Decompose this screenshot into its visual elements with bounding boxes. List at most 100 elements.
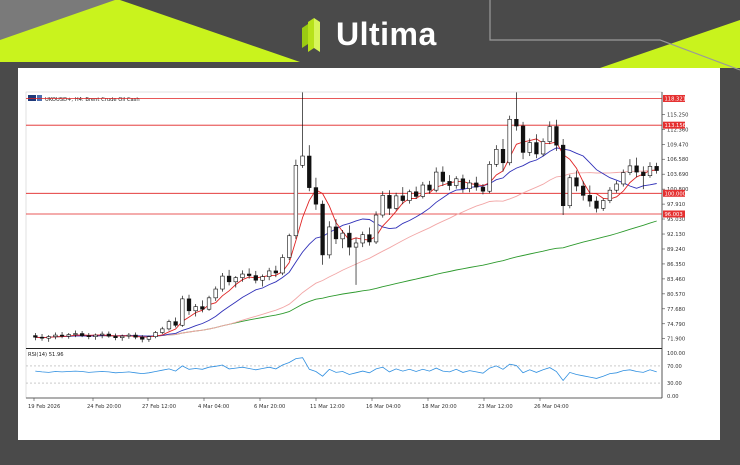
- candle-body: [594, 200, 599, 209]
- candle-body: [140, 336, 145, 340]
- ma-slow-line: [35, 220, 657, 339]
- candle-body: [601, 200, 606, 209]
- candle-body: [39, 336, 45, 339]
- candle-body: [327, 226, 332, 256]
- candle-body: [514, 118, 519, 127]
- x-tick-label: 4 Mar 04:00: [198, 404, 229, 410]
- y-tick-label: 77.680: [667, 307, 685, 313]
- candle-body: [166, 321, 172, 330]
- candle-body: [200, 306, 205, 310]
- candle-body: [333, 226, 339, 240]
- candle-body: [634, 165, 639, 173]
- candle-body: [414, 191, 419, 197]
- candle-body: [93, 334, 98, 337]
- x-tick-label: 6 Mar 20:00: [254, 404, 285, 410]
- candle-body: [427, 184, 432, 191]
- candle-body: [193, 306, 198, 312]
- candle-body: [353, 242, 359, 248]
- y-tick-label: 112.360: [667, 127, 688, 133]
- candle-body: [500, 149, 506, 164]
- candle-body: [340, 232, 345, 240]
- candle-body: [567, 177, 572, 207]
- candle-body: [79, 333, 85, 336]
- candle-body: [587, 195, 592, 202]
- level-badge: [663, 121, 685, 129]
- candle-body: [33, 335, 38, 338]
- candle-body: [133, 334, 138, 338]
- plot-border: [25, 91, 663, 399]
- candle-body: [280, 257, 285, 274]
- candle-body: [113, 335, 118, 338]
- candle-body: [373, 214, 379, 243]
- candle-body: [313, 187, 319, 205]
- price-chart[interactable]: UKOUSD+, H4: Brent Crude Oil Cash 115.250…: [18, 68, 720, 440]
- candle-body: [460, 178, 466, 189]
- candle-body: [160, 328, 165, 333]
- candle-body: [447, 181, 452, 186]
- candle-body: [347, 232, 352, 248]
- candle-body: [86, 335, 91, 337]
- level-badge: [663, 210, 685, 218]
- candle-body: [474, 182, 479, 188]
- candle-body: [59, 334, 65, 337]
- candle-body: [520, 125, 526, 153]
- candle-body: [253, 275, 258, 281]
- logo-mark-icon: [302, 17, 320, 52]
- level-label: 100.000: [665, 191, 686, 197]
- candle-body: [607, 189, 613, 201]
- x-tick-label: 18 Mar 20:00: [422, 404, 457, 410]
- y-tick-label: 83.460: [667, 277, 685, 283]
- candle-body: [320, 203, 325, 256]
- candle-body: [554, 126, 559, 146]
- candle-body: [267, 270, 272, 277]
- candle-body: [434, 171, 439, 191]
- chart-panel: UKOUSD+, H4: Brent Crude Oil Cash 115.250…: [18, 68, 720, 440]
- candle-body: [540, 141, 546, 155]
- candle-body: [400, 195, 405, 201]
- y-tick-label: 115.250: [667, 112, 688, 118]
- candle-body: [73, 333, 78, 335]
- rsi-line: [35, 357, 657, 382]
- candle-body: [440, 171, 446, 182]
- candle-body: [647, 166, 653, 176]
- ultima-logo: Ultima: [300, 16, 437, 53]
- candle-body: [146, 336, 152, 340]
- candle-body: [100, 333, 105, 336]
- candle-body: [621, 172, 626, 185]
- candle-body: [233, 277, 238, 283]
- candle-body: [534, 142, 539, 155]
- candle-body: [120, 335, 125, 338]
- level-label: 118.321: [665, 96, 686, 102]
- rsi-tick-label: 30.00: [667, 381, 682, 387]
- candle-body: [206, 297, 212, 310]
- y-tick-label: 106.580: [667, 157, 688, 163]
- candle-body: [246, 273, 252, 276]
- candle-body: [507, 118, 512, 164]
- candle-body: [454, 178, 459, 186]
- candle-body: [574, 177, 579, 187]
- x-tick-label: 24 Feb 20:00: [87, 404, 121, 410]
- x-tick-label: 11 Mar 12:00: [310, 404, 345, 410]
- candle-body: [226, 275, 232, 283]
- candle-body: [641, 171, 646, 176]
- rsi-label: RSI(14) 51.96: [28, 352, 64, 358]
- candle-body: [380, 195, 385, 216]
- chart-title: UKOUSD+, H4: Brent Crude Oil Cash: [45, 97, 140, 103]
- y-tick-label: 80.570: [667, 292, 685, 298]
- y-tick-label: 92.130: [667, 232, 685, 238]
- rsi-tick-label: 0.00: [667, 394, 679, 400]
- x-tick-label: 26 Mar 04:00: [534, 404, 569, 410]
- candle-body: [487, 164, 492, 192]
- candle-body: [53, 334, 58, 337]
- x-tick-label: 23 Mar 12:00: [478, 404, 513, 410]
- ma-fast-line: [35, 138, 657, 339]
- candle-body: [180, 298, 185, 326]
- candle-body: [106, 333, 111, 337]
- candle-body: [293, 165, 299, 237]
- y-tick-label: 74.790: [667, 322, 685, 328]
- candle-body: [307, 155, 312, 188]
- candle-body: [220, 275, 225, 290]
- accent-band-left: [0, 0, 300, 62]
- candle-body: [581, 185, 586, 196]
- x-tick-label: 27 Feb 12:00: [142, 404, 176, 410]
